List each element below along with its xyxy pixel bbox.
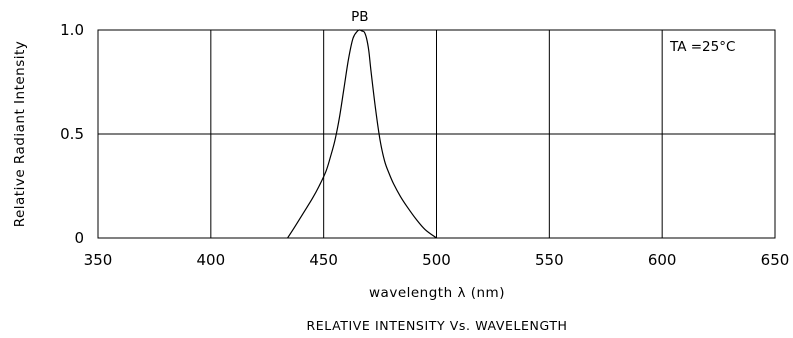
y-axis-label: Relative Radiant Intensity	[12, 41, 28, 228]
y-tick-label: 0.5	[60, 125, 84, 143]
x-tick-label: 600	[648, 251, 677, 269]
x-tick-label: 650	[761, 251, 790, 269]
x-axis-label: wavelength λ (nm)	[369, 285, 505, 301]
x-tick-label: 350	[84, 251, 113, 269]
y-tick-label: 0	[74, 229, 84, 247]
x-tick-label: 450	[309, 251, 338, 269]
tick-labels: 350 400 450 500 550 600 650 0 0.5 1.0	[60, 21, 789, 269]
series-label: PB	[351, 9, 368, 25]
grid	[98, 30, 775, 238]
series-line-PB	[287, 29, 437, 239]
y-tick-label: 1.0	[60, 21, 84, 39]
series: PB	[287, 9, 437, 239]
x-tick-label: 400	[197, 251, 226, 269]
chart-caption: RELATIVE INTENSITY Vs. WAVELENGTH	[306, 318, 567, 333]
temperature-annotation: TA =25°C	[669, 39, 735, 55]
x-tick-label: 550	[535, 251, 564, 269]
x-tick-label: 500	[422, 251, 451, 269]
